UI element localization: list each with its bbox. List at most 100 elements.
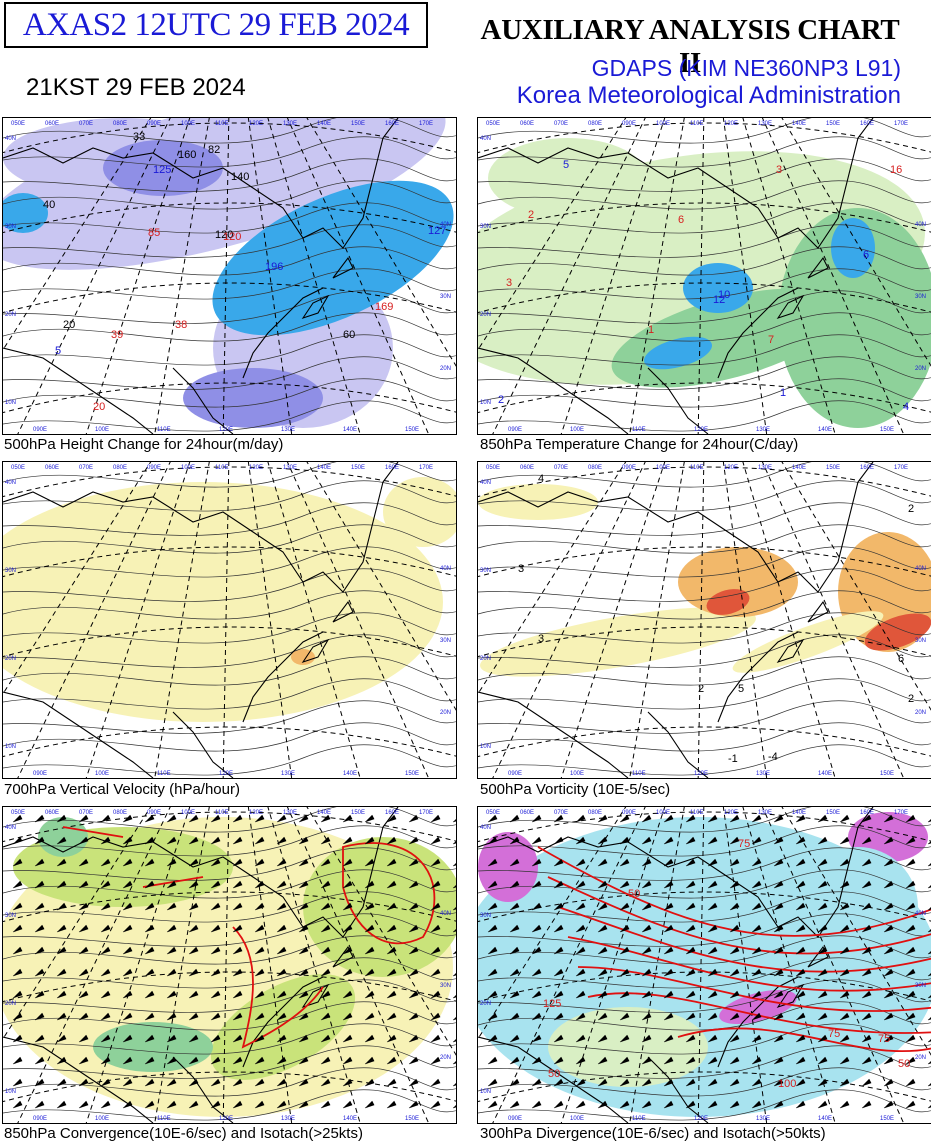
field-value-label: 6 bbox=[898, 653, 904, 665]
longitude-label-top: 060E bbox=[520, 810, 534, 816]
longitude-label-bottom: 140E bbox=[343, 1116, 357, 1122]
field-shading bbox=[93, 1022, 213, 1072]
longitude-label-bottom: 120E bbox=[219, 427, 233, 433]
longitude-label-top: 130E bbox=[758, 810, 772, 816]
longitude-label-bottom: 090E bbox=[33, 771, 47, 777]
longitude-label-bottom: 140E bbox=[343, 771, 357, 777]
longitude-label-top: 160E bbox=[860, 465, 874, 471]
latitude-label-left: 30N bbox=[5, 913, 16, 919]
longitude-label-bottom: 100E bbox=[95, 427, 109, 433]
map-panel-vertical-velocity: 050E 060E 070E 080E 090E 100E 110E 120E 130E 140E… bbox=[2, 461, 457, 779]
latitude-label-left: 40N bbox=[5, 480, 16, 486]
longitude-label-top: 120E bbox=[724, 121, 738, 127]
field-value-label: 16 bbox=[890, 164, 902, 176]
latitude-label-right: 40N bbox=[915, 222, 926, 228]
longitude-label-top: 090E bbox=[147, 121, 161, 127]
latitude-label-right: 20N bbox=[915, 1055, 926, 1061]
field-value-label: 60 bbox=[343, 329, 355, 341]
field-shading bbox=[548, 1007, 708, 1087]
longitude-label-top: 150E bbox=[351, 121, 365, 127]
coastline bbox=[478, 462, 874, 778]
longitude-label-top: 150E bbox=[826, 465, 840, 471]
longitude-label-top: 120E bbox=[249, 465, 263, 471]
latitude-label-right: 30N bbox=[440, 294, 451, 300]
field-value-label: 12 bbox=[713, 294, 725, 306]
product-id-box: AXAS2 12UTC 29 FEB 2024 bbox=[4, 2, 428, 48]
longitude-label-top: 050E bbox=[11, 121, 25, 127]
field-value-label: 75 bbox=[738, 838, 750, 850]
latitude-label-left: 40N bbox=[480, 136, 491, 142]
contour-lines bbox=[3, 807, 456, 1121]
caption-height-change: 500hPa Height Change for 24hour(m/day) bbox=[4, 436, 284, 453]
longitude-label-top: 080E bbox=[588, 465, 602, 471]
latitude-label-left: 20N bbox=[480, 1001, 491, 1007]
longitude-label-top: 070E bbox=[554, 810, 568, 816]
field-value-label: 2 bbox=[698, 683, 704, 695]
latitude-label-left: 40N bbox=[480, 480, 491, 486]
longitude-label-top: 070E bbox=[79, 465, 93, 471]
latitude-label-right: 30N bbox=[440, 638, 451, 644]
latitude-label-right: 30N bbox=[915, 983, 926, 989]
longitude-label-top: 090E bbox=[147, 465, 161, 471]
local-time: 21KST 29 FEB 2024 bbox=[26, 74, 246, 101]
longitude-label-top: 170E bbox=[419, 810, 433, 816]
map-panel-convergence: 050E 060E 070E 080E 090E 100E 110E 120E 130E 140E… bbox=[2, 806, 457, 1124]
longitude-label-bottom: 120E bbox=[219, 1116, 233, 1122]
field-value-label: 6 bbox=[863, 249, 869, 261]
field-shading bbox=[103, 140, 223, 196]
longitude-label-top: 140E bbox=[317, 810, 331, 816]
field-value-label: 50 bbox=[628, 888, 640, 900]
latitude-label-right: 30N bbox=[915, 638, 926, 644]
latitude-label-right: 40N bbox=[440, 911, 451, 917]
field-value-label: 50 bbox=[548, 1068, 560, 1080]
field-value-label: 3 bbox=[518, 563, 524, 575]
longitude-label-bottom: 110E bbox=[157, 771, 171, 777]
longitude-label-top: 170E bbox=[419, 121, 433, 127]
longitude-label-top: 100E bbox=[181, 465, 195, 471]
longitude-label-top: 150E bbox=[826, 121, 840, 127]
coastline bbox=[3, 462, 399, 778]
longitude-label-top: 060E bbox=[45, 810, 59, 816]
field-shading bbox=[643, 336, 713, 370]
longitude-label-bottom: 110E bbox=[632, 771, 646, 777]
longitude-label-top: 110E bbox=[690, 810, 704, 816]
field-value-label: 169 bbox=[375, 301, 393, 313]
longitude-label-top: 080E bbox=[588, 121, 602, 127]
field-value-label: 127 bbox=[428, 225, 446, 237]
longitude-label-top: 170E bbox=[894, 810, 908, 816]
longitude-label-bottom: 100E bbox=[95, 1116, 109, 1122]
longitude-label-top: 090E bbox=[147, 810, 161, 816]
field-value-label: 5 bbox=[55, 345, 61, 357]
map-canvas: 050E 060E 070E 080E 090E 100E 110E 120E 130E 140E… bbox=[3, 807, 456, 1123]
wind-barbs bbox=[12, 814, 456, 1109]
latitude-label-left: 40N bbox=[480, 825, 491, 831]
agency-name: Korea Meteorological Administration bbox=[516, 82, 901, 109]
longitude-label-top: 120E bbox=[249, 810, 263, 816]
field-value-label: 39 bbox=[111, 329, 123, 341]
field-shading bbox=[480, 607, 756, 677]
longitude-label-bottom: 090E bbox=[33, 1116, 47, 1122]
longitude-label-top: 100E bbox=[656, 810, 670, 816]
latlon-grid bbox=[478, 118, 931, 434]
longitude-label-top: 100E bbox=[181, 810, 195, 816]
field-shading bbox=[798, 847, 918, 967]
longitude-label-bottom: 130E bbox=[756, 1116, 770, 1122]
latitude-label-right: 20N bbox=[440, 366, 451, 372]
field-value-label: 1 bbox=[780, 387, 786, 399]
longitude-label-bottom: 090E bbox=[508, 1116, 522, 1122]
latitude-label-right: 30N bbox=[440, 983, 451, 989]
field-value-label: -4 bbox=[768, 751, 778, 763]
field-shading bbox=[732, 611, 884, 673]
longitude-label-top: 110E bbox=[690, 465, 704, 471]
caption-vertical-velocity: 700hPa Vertical Velocity (hPa/hour) bbox=[4, 781, 240, 798]
latitude-label-left: 10N bbox=[480, 744, 491, 750]
longitude-label-top: 140E bbox=[317, 121, 331, 127]
longitude-label-top: 070E bbox=[554, 465, 568, 471]
field-value-label: 1 bbox=[648, 324, 654, 336]
contour-lines bbox=[478, 807, 931, 1121]
latitude-label-left: 30N bbox=[480, 913, 491, 919]
longitude-label-top: 160E bbox=[385, 810, 399, 816]
latitude-label-left: 10N bbox=[480, 400, 491, 406]
longitude-label-bottom: 100E bbox=[570, 771, 584, 777]
longitude-label-bottom: 100E bbox=[570, 1116, 584, 1122]
